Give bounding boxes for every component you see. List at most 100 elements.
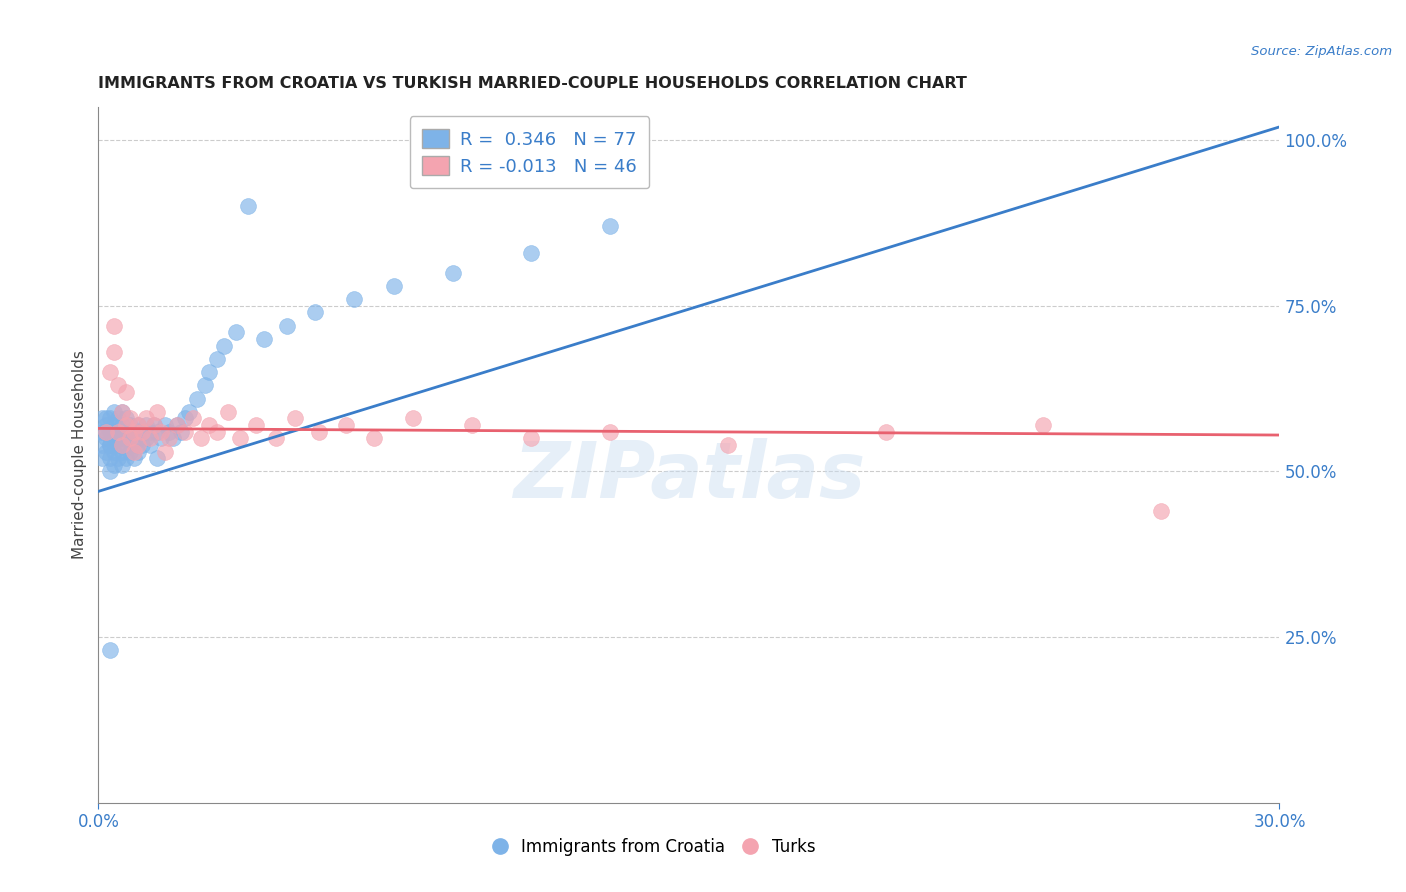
Point [174,411,197,425]
Point [115,411,138,425]
Point [107,425,129,439]
Point [91,411,114,425]
Point [98,438,121,452]
Point [103,425,125,439]
Point [253,332,276,346]
Point [103,431,125,445]
Point [122,425,145,439]
Legend: Immigrants from Croatia, Turks: Immigrants from Croatia, Turks [484,830,824,864]
Point [146,425,169,439]
Point [138,431,160,445]
Point [111,405,134,419]
Point [225,326,247,340]
Point [96,425,118,439]
Point [103,345,125,359]
Point [142,418,165,433]
Point [96,444,118,458]
Point [98,411,121,425]
Point [138,425,160,439]
Point [205,425,228,439]
Point [103,444,125,458]
Point [162,431,184,445]
Point [91,438,114,452]
Point [177,405,200,419]
Point [150,431,173,445]
Point [127,444,149,458]
Point [166,418,188,433]
Point [118,411,141,425]
Y-axis label: Married-couple Households: Married-couple Households [72,351,87,559]
Text: IMMIGRANTS FROM CROATIA VS TURKISH MARRIED-COUPLE HOUSEHOLDS CORRELATION CHART: IMMIGRANTS FROM CROATIA VS TURKISH MARRI… [98,76,967,91]
Point [382,279,405,293]
Point [115,418,138,433]
Point [115,425,138,439]
Point [127,418,149,433]
Point [197,365,219,379]
Point [91,451,114,466]
Point [98,465,121,479]
Point [335,418,357,433]
Point [284,411,307,425]
Point [98,451,121,466]
Point [111,458,134,472]
Point [127,438,149,452]
Point [103,405,125,419]
Point [157,425,180,439]
Point [166,418,188,433]
Point [131,425,153,439]
Point [131,425,153,439]
Point [157,431,180,445]
Point [138,438,160,452]
Point [150,425,173,439]
Point [520,431,543,445]
Point [131,438,153,452]
Point [174,425,197,439]
Point [181,411,204,425]
Point [236,199,259,213]
Point [107,378,129,392]
Point [122,451,145,466]
Point [111,418,134,433]
Point [107,431,129,445]
Point [402,411,425,425]
Point [118,418,141,433]
Point [111,431,134,445]
Point [96,425,118,439]
Point [146,451,169,466]
Point [91,425,114,439]
Text: Source: ZipAtlas.com: Source: ZipAtlas.com [1251,45,1392,58]
Point [103,458,125,472]
Point [229,431,252,445]
Point [146,405,169,419]
Point [135,418,157,433]
Point [107,451,129,466]
Point [98,365,121,379]
Point [1150,504,1173,518]
Point [135,411,157,425]
Point [103,418,125,433]
Point [461,418,484,433]
Point [115,438,138,452]
Point [98,438,121,452]
Point [118,444,141,458]
Point [122,444,145,458]
Point [276,318,298,333]
Point [308,425,330,439]
Point [111,438,134,452]
Point [107,411,129,425]
Point [96,418,118,433]
Point [127,431,149,445]
Point [441,266,464,280]
Point [98,425,121,439]
Point [363,431,385,445]
Point [717,438,740,452]
Point [107,425,129,439]
Point [186,392,208,406]
Point [142,418,165,433]
Point [245,418,267,433]
Point [122,438,145,452]
Point [118,431,141,445]
Point [214,338,236,352]
Point [197,418,219,433]
Point [599,425,621,439]
